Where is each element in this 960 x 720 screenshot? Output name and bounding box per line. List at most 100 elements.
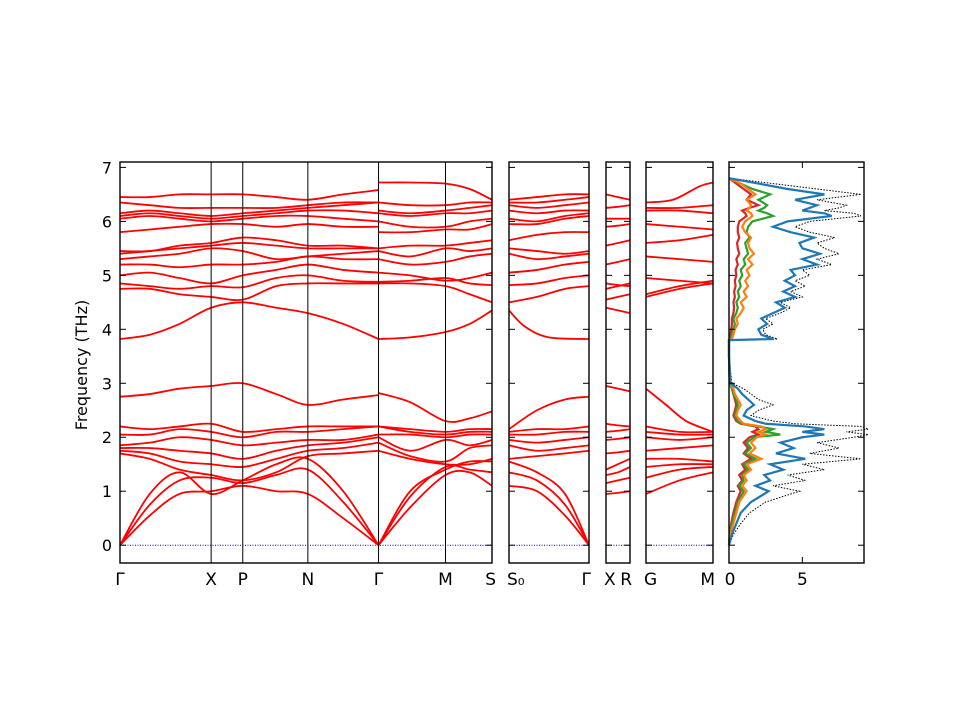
band-line (378, 436, 493, 452)
band-line (119, 382, 379, 406)
band-line (645, 255, 714, 263)
y-tick-label: 2 (102, 428, 112, 447)
band-line (508, 201, 590, 209)
dos-partial-line-1 (727, 177, 833, 546)
band-line (378, 392, 493, 423)
panel-3-frame (605, 161, 631, 564)
band-line (645, 471, 714, 495)
band-line (119, 189, 379, 201)
band-line (378, 309, 493, 340)
dos-partial-line-2 (727, 177, 770, 546)
band-line (645, 204, 714, 209)
band-line (645, 282, 714, 298)
band-line (377, 464, 493, 546)
band-line (645, 430, 714, 436)
band-line (605, 193, 631, 201)
band-line (645, 209, 714, 215)
y-tick-label: 6 (102, 212, 112, 231)
band-line (508, 215, 590, 226)
band-line (119, 422, 379, 433)
band-line (508, 285, 590, 304)
panel-1-frame (119, 161, 493, 564)
band-line (605, 293, 631, 301)
band-line (119, 456, 380, 546)
dos-x-tick-label: 5 (797, 570, 808, 590)
band-line (645, 181, 714, 204)
band-line (119, 301, 379, 340)
band-line (119, 274, 379, 290)
band-line (605, 282, 631, 288)
band-line (508, 395, 590, 430)
band-line (645, 436, 714, 441)
band-line (645, 223, 714, 231)
x-tick-label: R (620, 570, 632, 590)
band-line (508, 247, 590, 255)
band-line (508, 471, 590, 546)
x-tick-label: N (302, 570, 315, 590)
y-tick-label: 7 (102, 158, 112, 177)
band-line (605, 204, 631, 209)
dos-partial-line-3 (727, 177, 781, 546)
band-line (508, 196, 590, 204)
band-line (508, 252, 590, 261)
x-tick-label: Γ (582, 570, 592, 590)
panel-1: 0 1 2 3 4 5 6 7 Γ X P N Γ M S (102, 158, 496, 590)
band-line (508, 444, 590, 452)
band-line (508, 436, 590, 444)
band-line (605, 458, 631, 471)
x-tick-label: X (604, 570, 616, 590)
band-line (119, 214, 379, 223)
band-line (605, 385, 631, 393)
band-line (605, 258, 631, 266)
band-line (508, 449, 590, 460)
band-line (605, 428, 631, 433)
band-line (645, 279, 714, 296)
dos-x-tick-label: 0 (725, 570, 736, 590)
band-line (377, 469, 493, 546)
band-line (508, 193, 590, 201)
band-line (378, 217, 493, 229)
band-line (508, 425, 590, 433)
y-tick-label: 5 (102, 266, 112, 285)
x-tick-label: P (238, 570, 248, 590)
x-tick-label: M (438, 570, 453, 590)
band-line (508, 274, 590, 286)
band-line (508, 309, 590, 340)
x-tick-label: S₀ (507, 570, 525, 590)
band-line (378, 201, 493, 207)
band-line (605, 306, 631, 314)
y-tick-label: 3 (102, 374, 112, 393)
band-line (378, 449, 493, 466)
y-axis-label: Frequency (THz) (72, 300, 91, 430)
dos-total-line (728, 177, 869, 546)
panel-4-frame (645, 161, 714, 564)
dos-frame (728, 161, 865, 564)
band-line (605, 223, 631, 228)
y-tick-label: 1 (102, 482, 112, 501)
band-line (605, 422, 631, 428)
band-line (119, 255, 379, 269)
y-tick-label: 0 (102, 536, 112, 555)
band-line (378, 282, 493, 304)
x-tick-label: M (700, 570, 715, 590)
band-line (378, 239, 493, 250)
x-tick-label: Γ (115, 570, 125, 590)
band-line (605, 476, 631, 485)
band-line (119, 236, 379, 253)
band-line (645, 466, 714, 479)
band-line (508, 212, 590, 223)
band-line (645, 463, 714, 468)
band-line (508, 484, 590, 546)
panel-2-frame (508, 161, 590, 564)
band-line (645, 387, 714, 433)
band-line (645, 444, 714, 452)
band-line (508, 260, 590, 274)
x-tick-label: X (205, 570, 217, 590)
x-tick-label: Γ (374, 570, 384, 590)
